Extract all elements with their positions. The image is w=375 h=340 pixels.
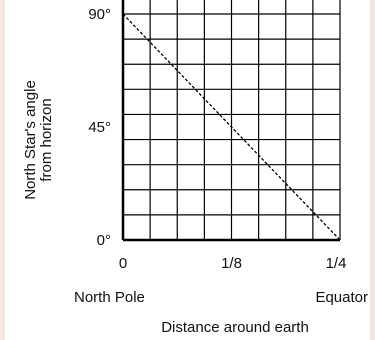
y-axis-label: North Star's angle from horizon — [22, 80, 55, 200]
y-tick-label: 90° — [88, 6, 111, 23]
line-chart: 0° 45° 90° 0 1/8 1/4 North Pole Equator … — [22, 0, 368, 336]
series-group — [122, 13, 341, 241]
series-line — [122, 13, 341, 241]
x-endpoint-label-equator: Equator — [315, 289, 368, 306]
y-axis-label-line: North Star's angle — [22, 80, 39, 200]
x-tick-label: 1/8 — [221, 255, 242, 272]
y-axis-label-line: from horizon — [38, 98, 55, 181]
y-tick-label: 45° — [88, 119, 111, 136]
x-tick-label: 1/4 — [326, 255, 347, 272]
x-axis-label: Distance around earth — [161, 319, 309, 336]
x-endpoint-label-north-pole: North Pole — [74, 289, 145, 306]
x-tick-label: 0 — [119, 255, 127, 272]
grid — [123, 0, 341, 240]
y-tick-label: 0° — [97, 232, 111, 249]
